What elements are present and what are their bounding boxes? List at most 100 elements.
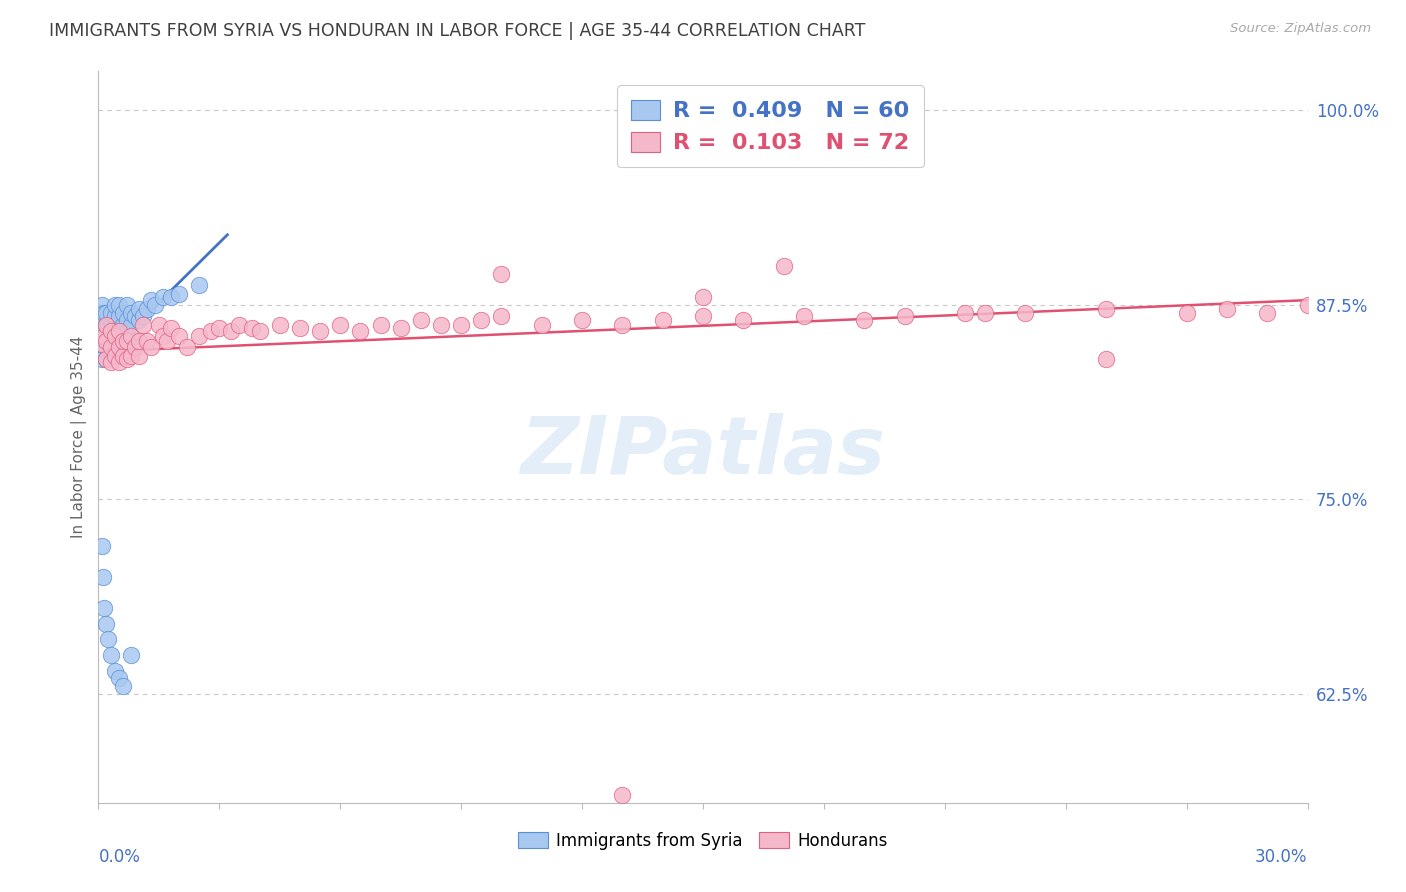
Point	[93, 329, 115, 343]
Point	[893, 309, 915, 323]
Point	[100, 318, 122, 332]
Point	[91, 313, 114, 327]
Point	[120, 305, 142, 319]
Point	[111, 349, 134, 363]
Point	[370, 318, 392, 332]
Point	[128, 302, 150, 317]
Legend: Immigrants from Syria, Hondurans: Immigrants from Syria, Hondurans	[512, 825, 894, 856]
Point	[120, 648, 142, 662]
Point	[96, 305, 118, 319]
Point	[107, 298, 129, 312]
Point	[221, 324, 243, 338]
Point	[240, 321, 263, 335]
Point	[120, 349, 142, 363]
Point	[1296, 298, 1319, 312]
Point	[309, 324, 332, 338]
Point	[160, 321, 183, 335]
Point	[974, 305, 997, 319]
Point	[135, 302, 157, 317]
Point	[156, 334, 179, 348]
Point	[107, 334, 129, 348]
Point	[176, 340, 198, 354]
Point	[100, 648, 122, 662]
Point	[107, 309, 129, 323]
Point	[115, 334, 138, 348]
Point	[188, 329, 211, 343]
Point	[953, 305, 976, 319]
Point	[124, 309, 146, 323]
Point	[96, 329, 118, 343]
Point	[1256, 305, 1278, 319]
Point	[93, 324, 115, 338]
Point	[1216, 302, 1239, 317]
Point	[96, 334, 118, 348]
Point	[135, 334, 157, 348]
Point	[128, 313, 150, 327]
Point	[167, 286, 190, 301]
Point	[90, 305, 112, 319]
Point	[128, 334, 150, 348]
Point	[1095, 352, 1118, 367]
Point	[93, 321, 115, 335]
Point	[91, 539, 114, 553]
Point	[103, 318, 125, 332]
Point	[200, 324, 222, 338]
Point	[132, 309, 155, 323]
Point	[111, 318, 134, 332]
Point	[132, 318, 155, 332]
Point	[491, 267, 513, 281]
Point	[107, 321, 129, 335]
Point	[733, 313, 755, 327]
Point	[107, 324, 129, 338]
Point	[612, 788, 634, 802]
Point	[772, 259, 794, 273]
Y-axis label: In Labor Force | Age 35-44: In Labor Force | Age 35-44	[72, 336, 87, 538]
Point	[152, 290, 174, 304]
Point	[139, 340, 162, 354]
Point	[111, 329, 134, 343]
Point	[491, 309, 513, 323]
Point	[91, 570, 114, 584]
Point	[96, 352, 118, 367]
Point	[103, 329, 125, 343]
Text: ZIPatlas: ZIPatlas	[520, 413, 886, 491]
Point	[143, 298, 166, 312]
Point	[111, 305, 134, 319]
Point	[96, 616, 118, 631]
Point	[853, 313, 876, 327]
Point	[96, 340, 118, 354]
Point	[530, 318, 553, 332]
Point	[249, 324, 271, 338]
Point	[120, 329, 142, 343]
Point	[93, 305, 115, 319]
Point	[450, 318, 472, 332]
Point	[188, 277, 211, 292]
Point	[128, 349, 150, 363]
Point	[793, 309, 815, 323]
Point	[90, 321, 112, 335]
Point	[152, 329, 174, 343]
Point	[111, 679, 134, 693]
Point	[269, 318, 291, 332]
Text: 0.0%: 0.0%	[98, 848, 141, 866]
Point	[100, 340, 122, 354]
Point	[101, 324, 124, 338]
Point	[103, 340, 125, 354]
Point	[651, 313, 673, 327]
Point	[107, 340, 129, 354]
Point	[100, 305, 122, 319]
Text: IMMIGRANTS FROM SYRIA VS HONDURAN IN LABOR FORCE | AGE 35-44 CORRELATION CHART: IMMIGRANTS FROM SYRIA VS HONDURAN IN LAB…	[49, 22, 866, 40]
Point	[1014, 305, 1036, 319]
Point	[115, 313, 138, 327]
Point	[100, 355, 122, 369]
Point	[139, 293, 162, 307]
Point	[103, 309, 125, 323]
Point	[571, 313, 593, 327]
Point	[100, 324, 122, 338]
Point	[430, 318, 453, 332]
Point	[409, 313, 432, 327]
Point	[97, 334, 120, 348]
Point	[97, 318, 120, 332]
Point	[111, 334, 134, 348]
Point	[97, 632, 120, 647]
